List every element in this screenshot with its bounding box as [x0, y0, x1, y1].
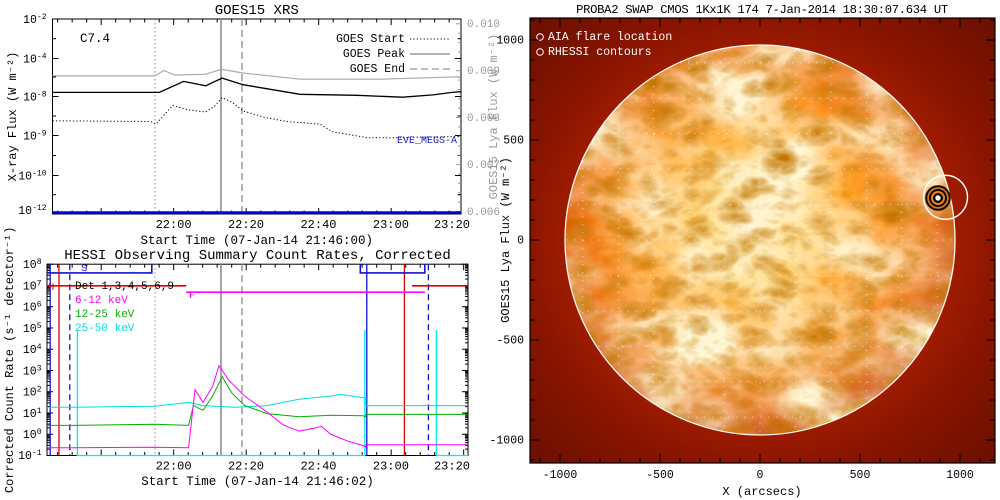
svg-text:PROBA2 SWAP CMOS 1Kx1K 174 7: PROBA2 SWAP CMOS 1Kx1K 174 7-Jan-2014 18… [576, 3, 948, 17]
svg-text:Corrected Count Rate (s⁻¹ dete: Corrected Count Rate (s⁻¹ detector⁻¹) [3, 227, 17, 494]
svg-text:0.006: 0.006 [467, 207, 500, 219]
svg-text:6-12 keV: 6-12 keV [75, 295, 128, 307]
svg-text:AIA flare location: AIA flare location [548, 31, 672, 44]
svg-text:500: 500 [503, 135, 524, 148]
svg-text:F: F [189, 290, 195, 302]
svg-text:23:00: 23:00 [373, 460, 409, 474]
svg-text:S: S [81, 263, 87, 275]
svg-text:23:00: 23:00 [373, 218, 409, 232]
svg-text:23:20: 23:20 [434, 460, 470, 474]
svg-text:25-50 keV: 25-50 keV [75, 323, 135, 335]
svg-text:1000: 1000 [946, 469, 974, 482]
svg-text:23:20: 23:20 [434, 218, 470, 232]
svg-text:12-25 keV: 12-25 keV [75, 309, 135, 321]
svg-text:RHESSI contours: RHESSI contours [548, 46, 652, 59]
svg-text:22:40: 22:40 [300, 218, 336, 232]
svg-text:22:20: 22:20 [228, 218, 264, 232]
svg-text:500: 500 [850, 469, 871, 482]
svg-text:-1000: -1000 [489, 435, 524, 448]
svg-text:C7.4: C7.4 [80, 32, 110, 46]
svg-text:0: 0 [517, 235, 524, 248]
svg-text:Start Time (07-Jan-14 21:46:02: Start Time (07-Jan-14 21:46:02) [141, 475, 374, 489]
svg-text:GOES Peak: GOES Peak [343, 48, 405, 61]
svg-text:Det 1,3,4,5,6,9: Det 1,3,4,5,6,9 [75, 281, 174, 293]
svg-text:GOES End: GOES End [350, 63, 405, 76]
svg-text:22:00: 22:00 [156, 218, 192, 232]
svg-text:1000: 1000 [496, 35, 524, 48]
svg-text:22:40: 22:40 [300, 460, 336, 474]
svg-text:EVE_MEGS-A: EVE_MEGS-A [397, 136, 457, 147]
svg-text:0.010: 0.010 [467, 19, 500, 31]
svg-text:-1000: -1000 [543, 469, 578, 482]
svg-text:GOES Start: GOES Start [336, 33, 405, 46]
svg-text:X (arcsecs): X (arcsecs) [722, 485, 801, 499]
svg-text:H: H [48, 282, 54, 294]
svg-text:GOES15 XRS: GOES15 XRS [215, 3, 299, 19]
svg-text:-500: -500 [496, 335, 524, 348]
svg-text:Start Time (07-Jan-14 21:46:00: Start Time (07-Jan-14 21:46:00) [140, 234, 373, 248]
svg-text:22:20: 22:20 [228, 460, 264, 474]
svg-text:-500: -500 [646, 469, 674, 482]
svg-text:GOES15 Lya Flux (W m⁻²): GOES15 Lya Flux (W m⁻²) [499, 157, 513, 323]
svg-text:0: 0 [757, 469, 764, 482]
svg-text:HESSI Observing Summary Count: HESSI Observing Summary Count Rates, Cor… [64, 248, 450, 264]
svg-text:X-ray Flux (W m⁻²): X-ray Flux (W m⁻²) [6, 52, 20, 182]
svg-text:22:00: 22:00 [156, 460, 192, 474]
